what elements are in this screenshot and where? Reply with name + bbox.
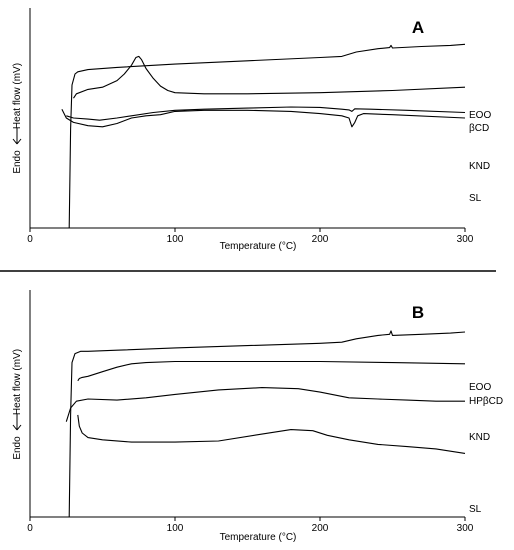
panel-a-letter: A bbox=[412, 18, 424, 37]
panel-b-series-labels: EOO HPβCD KND SL bbox=[469, 382, 503, 515]
panel-b-x-tick-label: 300 bbox=[457, 523, 474, 534]
panel-a-series-label: βCD bbox=[469, 123, 489, 134]
panel-b-series-label: KND bbox=[469, 432, 490, 443]
panel-b-ticks: 0 100 200 300 bbox=[27, 517, 474, 534]
panel-b-series-label: EOO bbox=[469, 382, 491, 393]
panel-b-y-axis-label: Heat flow (mV) bbox=[12, 349, 23, 415]
panel-a-curves bbox=[61, 43, 466, 229]
panel-a-endo-arrow-icon bbox=[12, 128, 22, 145]
panel-b-y-axis-label-group: Endo Heat flow (mV) bbox=[12, 349, 23, 460]
panel-b-endo-arrow-icon bbox=[12, 414, 22, 431]
panel-a-curve-knd bbox=[66, 106, 466, 121]
panel-b-series-label: SL bbox=[469, 504, 482, 515]
panel-b-curve-eoo bbox=[68, 330, 466, 518]
panel-a-x-tick-label: 100 bbox=[167, 234, 184, 245]
panel-a-y-axis-label-group: Endo Heat flow (mV) bbox=[12, 63, 23, 174]
panel-b-x-tick-label: 200 bbox=[312, 523, 329, 534]
panel-a-ticks: 0 100 200 300 bbox=[27, 228, 474, 245]
panel-a-x-axis-label: Temperature (°C) bbox=[220, 241, 297, 252]
panel-a-curve--cd bbox=[73, 55, 466, 99]
panel-a-series-label: EOO bbox=[469, 110, 491, 121]
panel-a-series-label: SL bbox=[469, 193, 482, 204]
panel-a-series-labels: EOO βCD KND SL bbox=[469, 110, 491, 204]
panel-a-curve-sl bbox=[61, 108, 466, 128]
panel-a: A Temperature (°C) Endo Heat flow (mV) 0… bbox=[12, 8, 491, 252]
panel-b-curve-sl bbox=[77, 414, 466, 454]
panel-b-x-tick-label: 0 bbox=[27, 523, 33, 534]
panel-a-x-tick-label: 0 bbox=[27, 234, 33, 245]
panel-b-letter: B bbox=[412, 303, 424, 322]
panel-b-y-prefix: Endo bbox=[12, 436, 23, 460]
panel-b: B Temperature (°C) Endo Heat flow (mV) 0… bbox=[12, 290, 503, 543]
panel-b-curve-hp-cd bbox=[77, 360, 466, 382]
panel-a-series-label: KND bbox=[469, 161, 490, 172]
panel-b-series-label: HPβCD bbox=[469, 396, 503, 407]
panel-b-curve-knd bbox=[65, 387, 465, 422]
panel-a-y-axis-label: Heat flow (mV) bbox=[12, 63, 23, 129]
panel-b-x-axis-label: Temperature (°C) bbox=[220, 532, 297, 543]
panel-b-curves bbox=[65, 330, 466, 518]
panel-a-y-prefix: Endo bbox=[12, 150, 23, 174]
panel-b-x-tick-label: 100 bbox=[167, 523, 184, 534]
panel-a-x-tick-label: 200 bbox=[312, 234, 329, 245]
panel-a-curve-eoo bbox=[68, 43, 466, 229]
panel-a-x-tick-label: 300 bbox=[457, 234, 474, 245]
